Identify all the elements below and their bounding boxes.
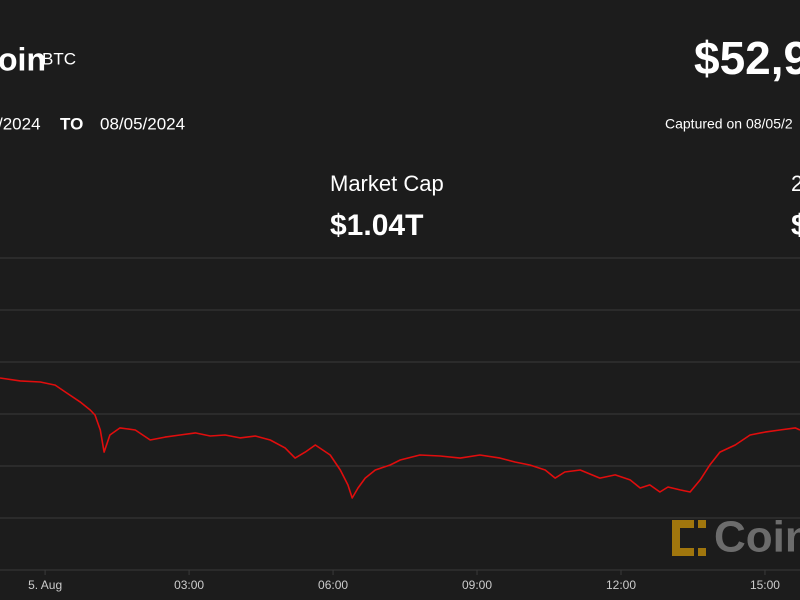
- x-tick-label: 12:00: [606, 578, 636, 592]
- watermark-text: Coin: [714, 513, 800, 562]
- logo-icon: [672, 520, 694, 556]
- x-tick-label: 5. Aug: [28, 578, 62, 592]
- coin-symbol: BTC: [42, 49, 76, 68]
- x-tick-label: 06:00: [318, 578, 348, 592]
- logo-dot: [698, 520, 706, 528]
- x-tick-label: 09:00: [462, 578, 492, 592]
- to-label: TO: [60, 114, 83, 133]
- stat-label: Market Cap: [330, 171, 444, 196]
- watermark: Coin: [672, 513, 800, 562]
- price-line: [0, 377, 800, 499]
- stat-value: $1.04T: [330, 209, 423, 242]
- logo-dot: [698, 548, 706, 556]
- x-tick-label: 15:00: [750, 578, 780, 592]
- from-date: /2024: [0, 114, 41, 133]
- plot: 5. Aug 03:00 06:00 09:00 12:00 15:00: [0, 257, 800, 592]
- stat-value: $: [791, 209, 800, 242]
- captured: Captured on 08/05/2: [665, 116, 793, 132]
- stat-label: 2: [791, 171, 800, 196]
- price: $52,9: [694, 32, 800, 84]
- x-tick-label: 03:00: [174, 578, 204, 592]
- coin-name: oin: [0, 41, 46, 77]
- to-date: 08/05/2024: [100, 114, 185, 133]
